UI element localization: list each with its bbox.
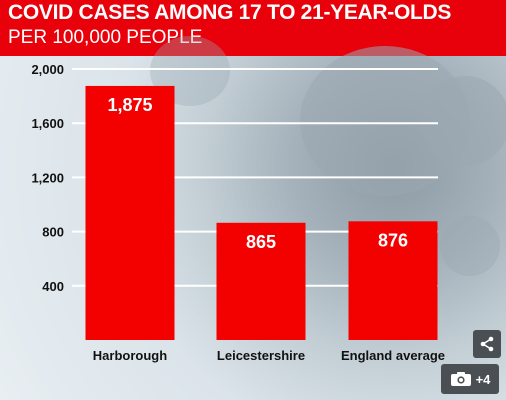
share-icon	[480, 336, 494, 352]
category-label: England average	[341, 348, 445, 363]
y-tick-label: 1,600	[31, 116, 64, 131]
bar	[85, 85, 175, 340]
bar-value-label: 1,875	[107, 95, 152, 115]
y-tick-label: 400	[42, 279, 64, 294]
chart-title: COVID CASES AMONG 17 TO 21-YEAR-OLDS	[8, 1, 452, 24]
category-label: Leicestershire	[217, 348, 305, 363]
category-label: Harborough	[93, 348, 167, 363]
y-tick-label: 1,200	[31, 170, 64, 185]
gallery-count: +4	[475, 371, 491, 387]
chart-header: COVID CASES AMONG 17 TO 21-YEAR-OLDS PER…	[0, 0, 506, 56]
share-button[interactable]	[473, 330, 501, 358]
y-tick-label: 2,000	[31, 62, 64, 77]
bar-value-label: 876	[378, 230, 408, 250]
virus-particle	[420, 76, 506, 166]
bar	[348, 221, 438, 340]
bar	[216, 222, 306, 340]
gallery-button[interactable]: +4	[441, 364, 499, 394]
bar-value-label: 865	[246, 232, 276, 252]
virus-particle	[440, 216, 500, 276]
y-tick-label: 800	[42, 225, 64, 240]
camera-icon	[450, 372, 471, 386]
chart-subtitle: PER 100,000 PEOPLE	[8, 27, 203, 48]
